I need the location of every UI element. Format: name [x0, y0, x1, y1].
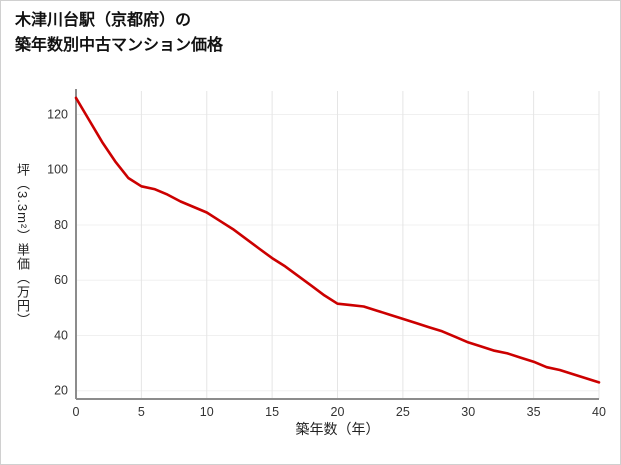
y-tick-label: 40 — [54, 328, 68, 342]
price-line — [74, 96, 601, 384]
x-axis-label: 築年数（年） — [295, 421, 380, 437]
chart-title-line-2: 築年数別中古マンション価格 — [15, 36, 224, 54]
y-tick-label: 120 — [47, 107, 68, 121]
y-tick-label: 20 — [54, 384, 68, 398]
chart-title-line-1: 木津川台駅（京都府）の — [15, 12, 192, 29]
x-tick-label: 5 — [138, 405, 145, 419]
x-tick-label: 35 — [527, 405, 541, 419]
y-tick-label: 100 — [47, 163, 68, 177]
x-tick-label: 0 — [73, 405, 80, 419]
y-tick-label: 80 — [54, 218, 68, 232]
x-tick-label: 10 — [200, 405, 214, 419]
chart-title: 木津川台駅（京都府）の 築年数別中古マンション価格 — [15, 9, 223, 59]
x-tick-label: 20 — [331, 405, 345, 419]
x-tick-label: 25 — [396, 405, 410, 419]
y-axis-label: 坪（3.3m²）単価（万円） — [15, 162, 30, 328]
x-tick-label: 15 — [265, 405, 279, 419]
y-tick-label: 60 — [54, 273, 68, 287]
x-tick-label: 30 — [461, 405, 475, 419]
x-tick-label: 40 — [592, 405, 606, 419]
